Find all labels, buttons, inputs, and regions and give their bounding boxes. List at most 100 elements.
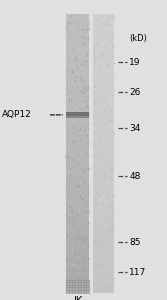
Bar	[66, 167, 89, 170]
Bar	[93, 219, 114, 223]
Bar	[93, 90, 114, 94]
Bar	[66, 184, 89, 188]
Text: 117: 117	[129, 268, 147, 277]
Bar	[93, 14, 114, 292]
Bar	[66, 87, 89, 90]
Bar	[93, 216, 114, 219]
Bar	[93, 115, 114, 118]
Bar	[66, 226, 89, 230]
Bar	[66, 20, 89, 24]
Bar	[66, 52, 89, 55]
Bar	[66, 195, 89, 198]
Bar	[66, 14, 89, 292]
Bar	[93, 265, 114, 268]
Bar	[66, 153, 89, 157]
Bar	[93, 132, 114, 136]
Bar	[93, 24, 114, 27]
Bar	[93, 94, 114, 97]
Bar	[93, 275, 114, 278]
Bar	[66, 261, 89, 265]
Bar	[93, 108, 114, 111]
Bar	[93, 27, 114, 31]
Bar	[66, 188, 89, 191]
Bar	[93, 45, 114, 48]
Bar	[66, 181, 89, 184]
Bar	[66, 268, 89, 272]
Bar	[66, 272, 89, 275]
Bar	[93, 251, 114, 254]
Bar	[66, 219, 89, 223]
Bar	[66, 164, 89, 167]
Bar	[66, 17, 89, 20]
Text: 85: 85	[129, 238, 141, 247]
Bar	[66, 251, 89, 254]
Bar	[93, 125, 114, 129]
Bar	[66, 139, 89, 142]
Bar	[66, 170, 89, 174]
Bar	[93, 55, 114, 59]
Bar	[66, 108, 89, 111]
Bar	[66, 76, 89, 80]
Bar	[66, 254, 89, 258]
Bar	[93, 111, 114, 115]
Bar	[93, 149, 114, 153]
Bar	[93, 170, 114, 174]
Bar	[93, 34, 114, 38]
Bar	[93, 41, 114, 45]
Bar	[93, 233, 114, 237]
Bar	[66, 198, 89, 202]
Bar	[93, 17, 114, 20]
Bar	[66, 115, 89, 118]
Bar	[93, 230, 114, 233]
Text: 48: 48	[129, 172, 141, 181]
Text: JK: JK	[73, 296, 82, 300]
Bar	[93, 48, 114, 52]
Bar	[66, 104, 89, 108]
Bar	[66, 24, 89, 27]
Bar	[66, 129, 89, 132]
Bar	[93, 76, 114, 80]
Bar	[93, 191, 114, 195]
Bar	[93, 184, 114, 188]
Bar	[93, 80, 114, 83]
Bar	[66, 209, 89, 212]
Bar	[93, 177, 114, 181]
Bar	[93, 174, 114, 177]
Bar	[66, 205, 89, 209]
Bar	[93, 188, 114, 191]
Bar	[93, 195, 114, 198]
Bar	[66, 55, 89, 59]
Bar	[66, 149, 89, 153]
Bar	[66, 90, 89, 94]
Bar	[66, 101, 89, 104]
Bar	[93, 289, 114, 292]
Bar	[66, 223, 89, 226]
Bar	[93, 282, 114, 286]
Bar	[93, 59, 114, 62]
Bar	[66, 69, 89, 73]
Bar	[66, 177, 89, 181]
Bar	[66, 31, 89, 34]
Bar	[66, 216, 89, 219]
Bar	[66, 118, 89, 122]
Bar	[66, 45, 89, 48]
Bar	[66, 289, 89, 292]
Bar	[93, 157, 114, 160]
Bar	[93, 244, 114, 247]
Bar	[93, 104, 114, 108]
Bar	[93, 20, 114, 24]
Bar	[93, 122, 114, 125]
Bar	[66, 97, 89, 101]
Bar	[66, 146, 89, 149]
Text: (kD): (kD)	[129, 34, 147, 43]
Bar	[93, 261, 114, 265]
Bar	[66, 275, 89, 278]
Bar	[66, 48, 89, 52]
Bar	[66, 230, 89, 233]
Bar	[66, 265, 89, 268]
Bar	[93, 167, 114, 170]
Text: 26: 26	[129, 88, 141, 97]
Bar	[93, 164, 114, 167]
Bar	[66, 142, 89, 146]
Bar	[93, 181, 114, 184]
